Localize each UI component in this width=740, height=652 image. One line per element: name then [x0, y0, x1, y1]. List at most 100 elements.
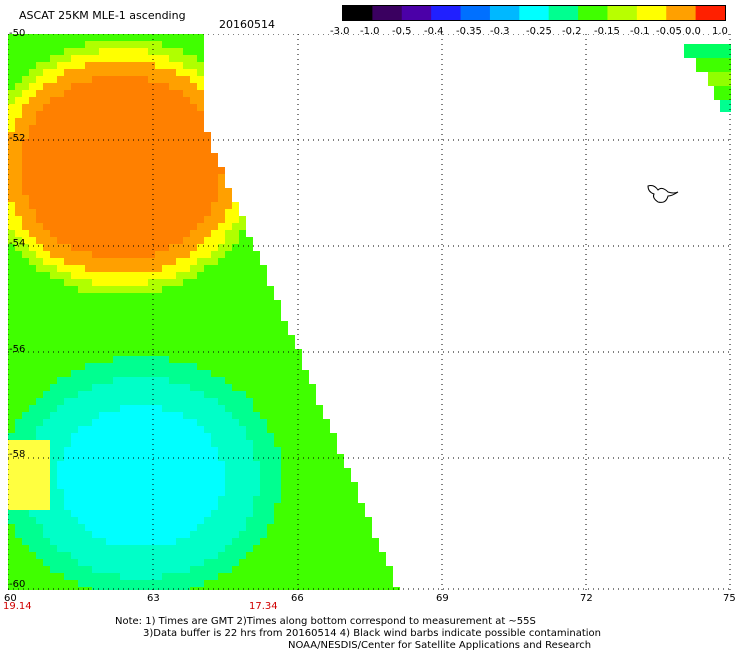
swath-cell — [169, 118, 176, 125]
swath-cell — [36, 83, 43, 90]
swath-cell — [162, 559, 169, 566]
swath-cell — [162, 209, 169, 216]
swath-cell — [57, 384, 64, 391]
swath-cell — [232, 307, 239, 314]
swath-cell — [190, 321, 197, 328]
swath-cell — [29, 223, 36, 230]
swath-cell — [274, 335, 281, 342]
swath-cell — [134, 279, 141, 286]
swath-cell — [106, 545, 113, 552]
swath-cell — [267, 433, 274, 440]
swath-cell — [148, 349, 155, 356]
swath-cell — [211, 475, 218, 482]
swath-cell — [120, 230, 127, 237]
swath-cell — [211, 552, 218, 559]
swath-cell — [260, 335, 267, 342]
swath-cell — [211, 363, 218, 370]
swath-cell — [127, 69, 134, 76]
swath-cell — [344, 468, 351, 475]
swath-cell — [183, 300, 190, 307]
swath-cell — [176, 293, 183, 300]
swath-cell — [120, 265, 127, 272]
swath-cell — [99, 251, 106, 258]
swath-cell — [71, 517, 78, 524]
swath-cell — [372, 559, 379, 566]
colorbar-swatch — [607, 6, 638, 20]
swath-cell — [218, 244, 225, 251]
swath-cell — [71, 153, 78, 160]
swath-cell — [134, 139, 141, 146]
swath-cell — [197, 146, 204, 153]
swath-cell — [71, 167, 78, 174]
swath-cell — [281, 454, 288, 461]
swath-cell — [71, 335, 78, 342]
swath-cell — [99, 55, 106, 62]
swath-cell — [155, 524, 162, 531]
swath-cell — [197, 265, 204, 272]
swath-cell — [253, 545, 260, 552]
swath-cell — [169, 342, 176, 349]
swath-cell — [99, 391, 106, 398]
swath-cell — [43, 160, 50, 167]
swath-cell — [99, 48, 106, 55]
swath-cell — [239, 384, 246, 391]
swath-cell — [204, 426, 211, 433]
swath-cell — [190, 251, 197, 258]
swath-cell — [113, 97, 120, 104]
swath-cell — [183, 524, 190, 531]
swath-cell — [106, 160, 113, 167]
swath-cell — [78, 342, 85, 349]
swath-cell — [274, 447, 281, 454]
y-axis-label: -60 — [9, 579, 26, 590]
swath-cell — [183, 293, 190, 300]
swath-cell — [183, 468, 190, 475]
swath-cell — [169, 447, 176, 454]
swath-cell — [281, 489, 288, 496]
swath-cell — [288, 405, 295, 412]
swath-cell — [92, 272, 99, 279]
swath-cell — [155, 230, 162, 237]
swath-cell — [50, 279, 57, 286]
swath-cell — [176, 545, 183, 552]
swath-cell — [720, 100, 731, 112]
swath-cell — [78, 160, 85, 167]
swath-cell — [85, 531, 92, 538]
swath-cell — [29, 559, 36, 566]
swath-cell — [78, 384, 85, 391]
swath-cell — [253, 552, 260, 559]
swath-cell — [15, 118, 22, 125]
swath-cell — [211, 461, 218, 468]
swath-cell — [218, 566, 225, 573]
swath-cell — [309, 482, 316, 489]
swath-cell — [176, 174, 183, 181]
swath-cell — [8, 531, 15, 538]
swath-cell — [120, 356, 127, 363]
swath-cell — [43, 503, 50, 510]
swath-cell — [92, 265, 99, 272]
swath-cell — [274, 573, 281, 580]
swath-cell — [50, 41, 57, 48]
swath-cell — [134, 531, 141, 538]
swath-cell — [281, 377, 288, 384]
swath-cell — [64, 573, 71, 580]
swath-cell — [85, 223, 92, 230]
swath-cell — [85, 517, 92, 524]
swath-cell — [232, 552, 239, 559]
swath-cell — [127, 538, 134, 545]
swath-cell — [246, 279, 253, 286]
swath-cell — [15, 258, 22, 265]
swath-cell — [323, 573, 330, 580]
swath-cell — [127, 419, 134, 426]
swath-cell — [120, 167, 127, 174]
swath-cell — [714, 86, 731, 100]
swath-cell — [57, 342, 64, 349]
swath-cell — [190, 531, 197, 538]
swath-cell — [239, 580, 246, 587]
swath-cell — [78, 41, 85, 48]
swath-cell — [43, 321, 50, 328]
swath-cell — [176, 125, 183, 132]
swath-cell — [183, 461, 190, 468]
swath-cell — [176, 377, 183, 384]
swath-cell — [218, 314, 225, 321]
swath-cell — [36, 272, 43, 279]
